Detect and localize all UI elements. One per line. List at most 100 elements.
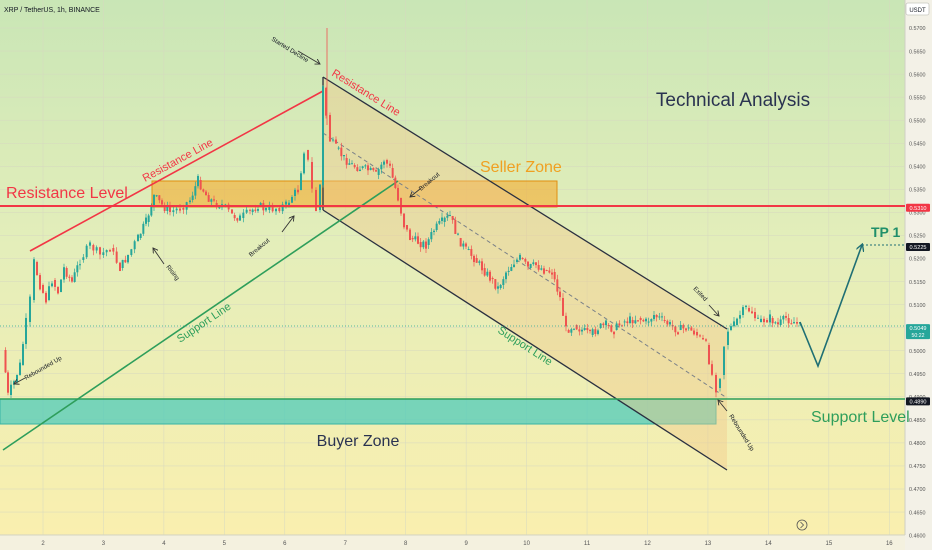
candle-body bbox=[4, 350, 7, 373]
price-label-current-price: 0.5049 bbox=[909, 326, 926, 332]
candle-body bbox=[527, 261, 529, 267]
candle-body bbox=[626, 321, 629, 324]
candle-body bbox=[693, 330, 695, 335]
candle-body bbox=[529, 264, 532, 268]
candle-body bbox=[637, 320, 639, 322]
channel-upper-line bbox=[322, 76, 728, 330]
candle-body bbox=[615, 323, 618, 330]
candle-body bbox=[213, 199, 215, 201]
candle-body bbox=[48, 286, 50, 300]
price-label-tp1: 0.5225 bbox=[909, 245, 926, 251]
candle-body bbox=[391, 168, 394, 178]
breakout-2-arrow bbox=[410, 188, 421, 197]
y-tick-label: 0.4750 bbox=[909, 464, 926, 470]
candle-body bbox=[733, 321, 735, 327]
time-axis-panel bbox=[0, 535, 905, 550]
candle-body bbox=[433, 230, 435, 233]
candle-body bbox=[757, 317, 759, 319]
candle-body bbox=[345, 158, 348, 165]
candle-body bbox=[254, 209, 257, 211]
candle-body bbox=[245, 209, 248, 213]
candle-body bbox=[351, 163, 353, 165]
tp1-label: TP 1 bbox=[871, 224, 901, 240]
resistance-level-label: Resistance Level bbox=[6, 185, 128, 202]
candle-body bbox=[92, 245, 95, 251]
candle-body bbox=[687, 327, 690, 329]
candle-body bbox=[486, 271, 489, 276]
candle-body bbox=[281, 204, 284, 212]
candle-body bbox=[777, 322, 779, 325]
x-tick-label: 9 bbox=[464, 541, 468, 547]
channel-lower-line bbox=[322, 209, 728, 471]
candle-body bbox=[359, 169, 361, 172]
candle-body bbox=[7, 372, 9, 393]
candle-body bbox=[236, 218, 239, 221]
candle-body bbox=[494, 279, 497, 289]
candle-body bbox=[271, 206, 274, 212]
replay-icon[interactable] bbox=[796, 519, 808, 531]
candle-body bbox=[427, 239, 430, 245]
candle-body bbox=[505, 272, 507, 280]
candle-body bbox=[715, 375, 717, 393]
candle-body bbox=[642, 320, 645, 322]
candle-body bbox=[179, 208, 181, 211]
candle-body bbox=[242, 212, 245, 218]
candle-body bbox=[95, 247, 98, 251]
candle-body bbox=[307, 150, 309, 160]
currency-badge-bg[interactable] bbox=[905, 2, 930, 16]
candle-body bbox=[353, 165, 356, 168]
candle-body bbox=[348, 163, 351, 165]
candle-body bbox=[65, 268, 68, 277]
candle-body bbox=[340, 147, 343, 157]
candle-body bbox=[54, 280, 56, 287]
candle-body bbox=[669, 322, 671, 325]
candle-body bbox=[565, 315, 567, 327]
candle-body bbox=[655, 315, 658, 318]
candle-body bbox=[548, 270, 551, 273]
y-tick-label: 0.5100 bbox=[909, 303, 926, 309]
price-axis-panel bbox=[905, 0, 932, 550]
candle-body bbox=[199, 180, 202, 190]
candle-body bbox=[727, 331, 729, 345]
candle-body bbox=[457, 233, 459, 235]
candle-body bbox=[581, 329, 583, 332]
candle-body bbox=[166, 206, 169, 211]
candle-body bbox=[239, 215, 241, 221]
candle-body bbox=[793, 322, 795, 324]
candle-body bbox=[575, 325, 578, 330]
candle-body bbox=[207, 195, 210, 202]
candle-body bbox=[291, 196, 293, 203]
candle-body bbox=[489, 271, 491, 281]
candle-body bbox=[545, 270, 548, 271]
candle-body bbox=[68, 276, 71, 278]
x-tick-label: 4 bbox=[162, 541, 166, 547]
candle-body bbox=[63, 267, 65, 280]
candle-body bbox=[540, 268, 543, 270]
channel-mid-line bbox=[322, 132, 728, 399]
candle-body bbox=[42, 285, 44, 293]
breakout-1-arrow bbox=[281, 216, 294, 233]
candle-body bbox=[257, 209, 259, 211]
candle-body bbox=[663, 320, 666, 321]
candle-body bbox=[133, 241, 136, 250]
candle-body bbox=[112, 248, 115, 252]
candle-body bbox=[191, 195, 194, 200]
candle-body bbox=[679, 324, 682, 330]
candle-body bbox=[417, 236, 419, 244]
candle-body bbox=[705, 339, 707, 341]
candle-body bbox=[730, 326, 732, 330]
buyer-zone-label: Buyer Zone bbox=[317, 433, 400, 450]
candle-body bbox=[674, 326, 677, 333]
candle-body bbox=[605, 320, 607, 326]
candle-body bbox=[543, 268, 545, 274]
started-decline-arrow bbox=[297, 50, 320, 64]
resistance-trend-line bbox=[29, 90, 324, 252]
candle-body bbox=[205, 191, 207, 196]
candle-body bbox=[249, 209, 251, 211]
currency-badge[interactable]: USDT bbox=[909, 8, 926, 14]
candle-body bbox=[602, 323, 605, 326]
candle-body bbox=[639, 318, 642, 321]
y-tick-label: 0.4700 bbox=[909, 487, 926, 493]
